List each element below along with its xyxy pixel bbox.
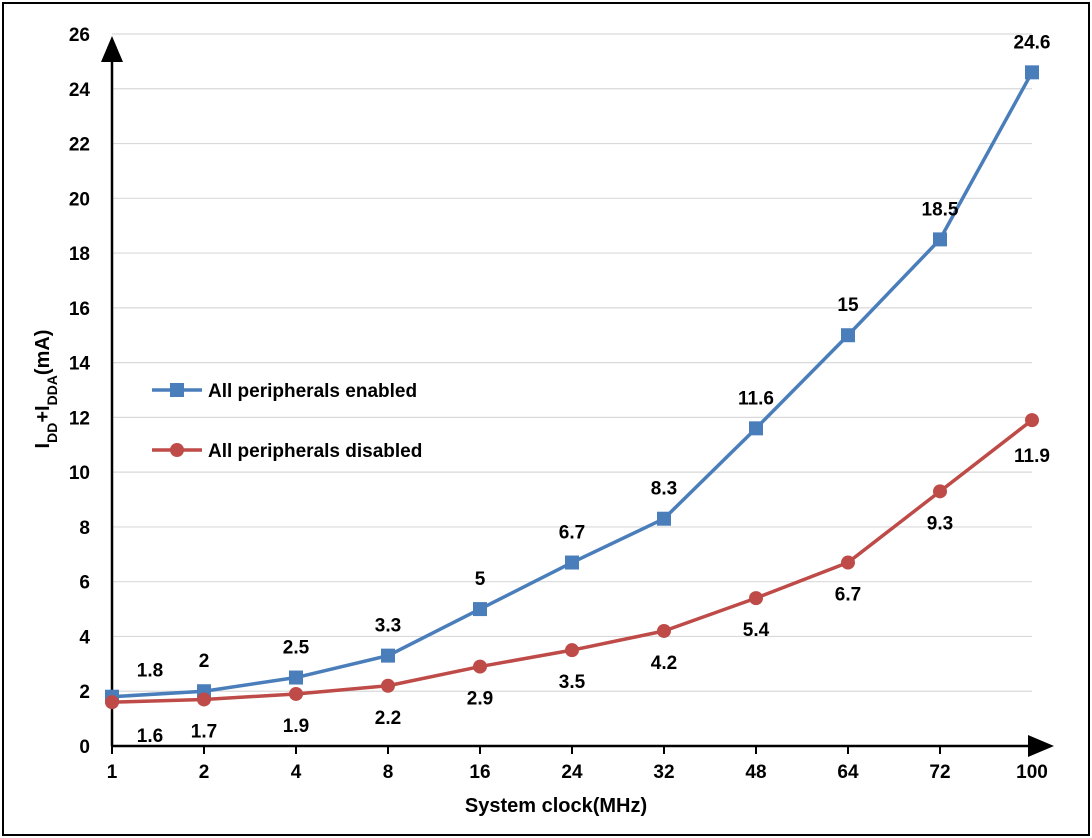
data-point-circle [657, 623, 671, 638]
data-label: 4.2 [651, 653, 677, 674]
x-tick-label: 72 [929, 762, 950, 783]
y-axis-title-part: I [32, 443, 54, 449]
y-tick-label: 12 [69, 408, 90, 429]
data-label: 1.7 [191, 721, 217, 742]
data-label: 11.6 [738, 388, 774, 409]
legend: All peripherals enabled All peripherals d… [152, 381, 422, 462]
data-point-square [657, 511, 671, 526]
x-tick-label: 16 [469, 762, 490, 783]
data-point-circle [105, 695, 119, 710]
legend-marker-circle [170, 443, 184, 457]
series-group [105, 65, 1039, 710]
gridlines [112, 33, 1032, 692]
y-axis-title-subscript: DD [44, 423, 60, 443]
y-axis-arrow [101, 36, 123, 62]
x-tick-label: 24 [561, 762, 583, 783]
x-tick-label: 1 [107, 762, 118, 783]
data-label: 8.3 [651, 479, 677, 500]
data-labels: 1.8 2 2.5 3.3 5 6.7 8.3 11.6 15 18.5 24.6 1.6 1.7 1.9… [137, 32, 1051, 747]
data-point-circle [289, 686, 303, 701]
data-label: 2.9 [467, 689, 493, 710]
data-label: 2 [199, 651, 210, 672]
data-point-square [841, 328, 855, 343]
data-label: 1.9 [283, 716, 309, 737]
data-label: 2.5 [283, 638, 310, 659]
x-tick-label: 2 [199, 762, 210, 783]
y-tick-label: 4 [79, 627, 90, 648]
data-point-circle [749, 591, 763, 606]
data-label: 2.2 [375, 708, 401, 729]
data-point-square [933, 232, 947, 247]
data-point-circle [565, 643, 579, 658]
y-axis-title: IDD+IDDA(mA) [32, 330, 60, 449]
legend-label: All peripherals disabled [208, 441, 422, 462]
data-label: 11.9 [1014, 446, 1050, 467]
data-label: 1.6 [137, 726, 163, 747]
y-tick-label: 18 [69, 244, 90, 265]
data-point-circle [473, 659, 487, 674]
y-tick-label: 20 [69, 189, 90, 210]
data-point-circle [381, 678, 395, 693]
data-label: 9.3 [927, 513, 953, 534]
y-tick-label: 26 [69, 25, 90, 46]
legend-label: All peripherals enabled [208, 381, 417, 402]
data-label: 18.5 [922, 199, 959, 220]
y-tick-label: 14 [69, 354, 91, 375]
data-point-square [565, 555, 579, 570]
y-axis-title-unit: (mA) [32, 330, 54, 376]
y-tick-label: 6 [79, 573, 90, 594]
x-tick-label: 48 [745, 762, 766, 783]
y-axis-title-subscript: DDA [44, 375, 60, 405]
legend-marker-square [170, 383, 184, 397]
data-point-circle [933, 484, 947, 499]
data-label: 1.8 [137, 661, 163, 682]
y-tick-label: 10 [69, 463, 90, 484]
y-tick-label: 0 [79, 737, 90, 758]
data-label: 15 [837, 295, 859, 316]
data-label: 5 [475, 569, 486, 590]
data-point-square [381, 648, 395, 663]
data-label: 5.4 [743, 620, 770, 641]
data-point-circle [197, 692, 211, 707]
x-tick-label: 32 [653, 762, 674, 783]
data-label: 3.3 [375, 616, 401, 637]
x-tick-label: 64 [837, 762, 859, 783]
x-tick-label: 8 [383, 762, 394, 783]
y-axis-title-part: +I [32, 405, 54, 422]
data-point-square [289, 670, 303, 685]
x-axis-arrow [1028, 735, 1054, 757]
data-label: 6.7 [835, 585, 861, 606]
data-point-square [1025, 65, 1039, 80]
y-tick-label: 16 [69, 299, 90, 320]
y-tick-label: 24 [69, 80, 91, 101]
x-tick-label: 100 [1016, 762, 1048, 783]
x-tick-label: 4 [291, 762, 302, 783]
y-tick-label: 22 [69, 135, 90, 156]
x-axis-title: System clock(MHz) [465, 795, 647, 817]
data-point-square [749, 421, 763, 436]
data-point-circle [1025, 413, 1039, 428]
data-label: 3.5 [559, 672, 586, 693]
data-point-square [473, 602, 487, 617]
y-tick-label: 8 [79, 518, 90, 539]
data-point-circle [841, 555, 855, 570]
data-label: 6.7 [559, 523, 585, 544]
y-tick-label: 2 [79, 682, 90, 703]
data-label: 24.6 [1014, 32, 1051, 53]
